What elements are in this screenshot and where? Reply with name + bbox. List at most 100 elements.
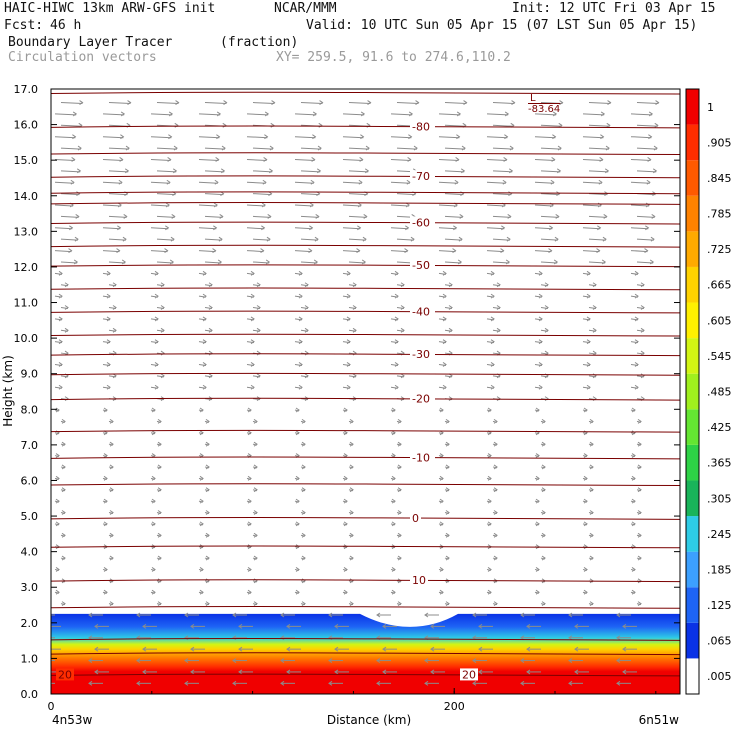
vector-arrow xyxy=(156,282,165,288)
vector-arrow xyxy=(588,145,610,151)
vector-arrow xyxy=(108,282,117,288)
vector-arrow xyxy=(342,225,362,231)
vector-arrow xyxy=(588,418,594,424)
vector-arrow xyxy=(582,362,591,367)
vector-arrow xyxy=(630,202,650,208)
y-tick-label: 7.0 xyxy=(21,439,39,452)
vector-arrow xyxy=(348,601,354,607)
vector-arrow xyxy=(588,236,607,242)
vector-arrow xyxy=(486,179,507,185)
low-marker: L xyxy=(530,93,536,104)
vector-arrow xyxy=(136,658,151,663)
vector-arrow xyxy=(534,453,540,458)
vector-arrow xyxy=(396,418,402,424)
vector-arrow xyxy=(492,259,511,265)
vector-arrow xyxy=(204,259,223,265)
vector-arrow xyxy=(630,316,639,322)
isotherm xyxy=(51,638,680,641)
vector-arrow xyxy=(444,464,450,470)
colorbar-label: .065 xyxy=(707,635,732,648)
vector-arrow xyxy=(54,384,63,390)
vector-arrow xyxy=(390,157,412,162)
vector-arrow xyxy=(51,625,61,627)
vector-arrow xyxy=(636,510,642,515)
y-tick-label: 16.0 xyxy=(14,119,39,132)
vector-arrow xyxy=(636,305,645,310)
vector-arrow xyxy=(198,179,219,185)
y-tick-label: 2.0 xyxy=(21,617,39,630)
vector-arrow xyxy=(156,532,162,538)
contour-label-bg xyxy=(410,574,428,587)
vector-arrow xyxy=(204,145,226,151)
vector-arrow xyxy=(246,475,252,481)
vector-arrow xyxy=(444,418,450,424)
contour-label: 20 xyxy=(58,668,72,681)
vector-arrow xyxy=(534,157,556,162)
vector-arrow xyxy=(54,316,63,322)
vector-arrow xyxy=(444,510,450,515)
vector-arrow xyxy=(204,282,213,288)
vector-arrow xyxy=(486,157,508,162)
vector-arrow xyxy=(540,236,559,242)
vector-arrow xyxy=(280,658,295,663)
contour-label-bg xyxy=(410,259,435,272)
vector-arrow xyxy=(136,612,151,618)
vector-arrow xyxy=(150,157,172,162)
vector-arrow xyxy=(390,475,396,481)
vector-arrow xyxy=(238,646,253,652)
vector-arrow xyxy=(54,293,63,299)
vector-arrow xyxy=(534,293,543,299)
vector-arrow xyxy=(300,555,306,561)
vector-arrow xyxy=(396,373,405,379)
vector-arrow xyxy=(492,418,498,424)
vector-arrow xyxy=(156,418,162,424)
vector-arrow xyxy=(430,623,445,629)
vector-arrow xyxy=(438,316,447,322)
x-axis-title: Distance (km) xyxy=(327,713,411,727)
vector-arrow xyxy=(534,521,540,527)
y-tick-label: 1.0 xyxy=(21,652,39,665)
vector-arrow xyxy=(630,270,639,276)
vector-arrow xyxy=(342,293,351,299)
vector-arrow xyxy=(198,475,204,481)
vector-arrow xyxy=(150,475,156,481)
vector-arrow xyxy=(294,567,300,572)
vector-arrow xyxy=(526,669,541,675)
vector-arrow xyxy=(540,145,562,151)
isotherm xyxy=(51,221,680,225)
isotherm xyxy=(51,91,680,95)
vector-arrow xyxy=(54,111,78,117)
colorbar-label: .785 xyxy=(707,208,732,221)
vector-arrow xyxy=(396,305,405,310)
vector-arrow xyxy=(382,646,397,652)
vector-arrow xyxy=(246,134,269,140)
vector-arrow xyxy=(396,327,405,333)
vector-arrow xyxy=(294,407,300,413)
vector-arrow xyxy=(636,236,655,242)
vector-arrow xyxy=(142,623,157,629)
vector-arrow xyxy=(438,453,444,458)
vector-arrow xyxy=(204,168,226,174)
org-label: NCAR/MMM xyxy=(274,1,337,16)
vector-arrow xyxy=(252,441,258,447)
contour-label: -70 xyxy=(412,170,430,183)
vector-arrow xyxy=(150,134,173,140)
vector-arrow xyxy=(582,111,606,117)
vector-arrow xyxy=(198,362,207,367)
colorbar: .005 .065 .125 .185 .245 .305 .365 .425 .485 .545… xyxy=(685,88,732,695)
colorbar-label: .605 xyxy=(707,314,732,327)
colorbar-swatch xyxy=(686,266,699,303)
y-tick-label: 11.0 xyxy=(14,297,39,310)
vector-arrow xyxy=(51,648,61,650)
vector-arrow xyxy=(540,327,549,333)
vector-arrow xyxy=(396,487,402,493)
y-tick-label: 12.0 xyxy=(14,261,39,274)
vector-arrow xyxy=(342,134,365,140)
vector-arrow xyxy=(630,362,639,367)
vector-arrow xyxy=(108,213,128,219)
vector-arrow xyxy=(390,407,396,413)
y-tick-label: 3.0 xyxy=(21,581,39,594)
vector-arrow xyxy=(294,362,303,367)
vector-arrow xyxy=(328,658,343,663)
vector-arrow xyxy=(246,248,265,253)
